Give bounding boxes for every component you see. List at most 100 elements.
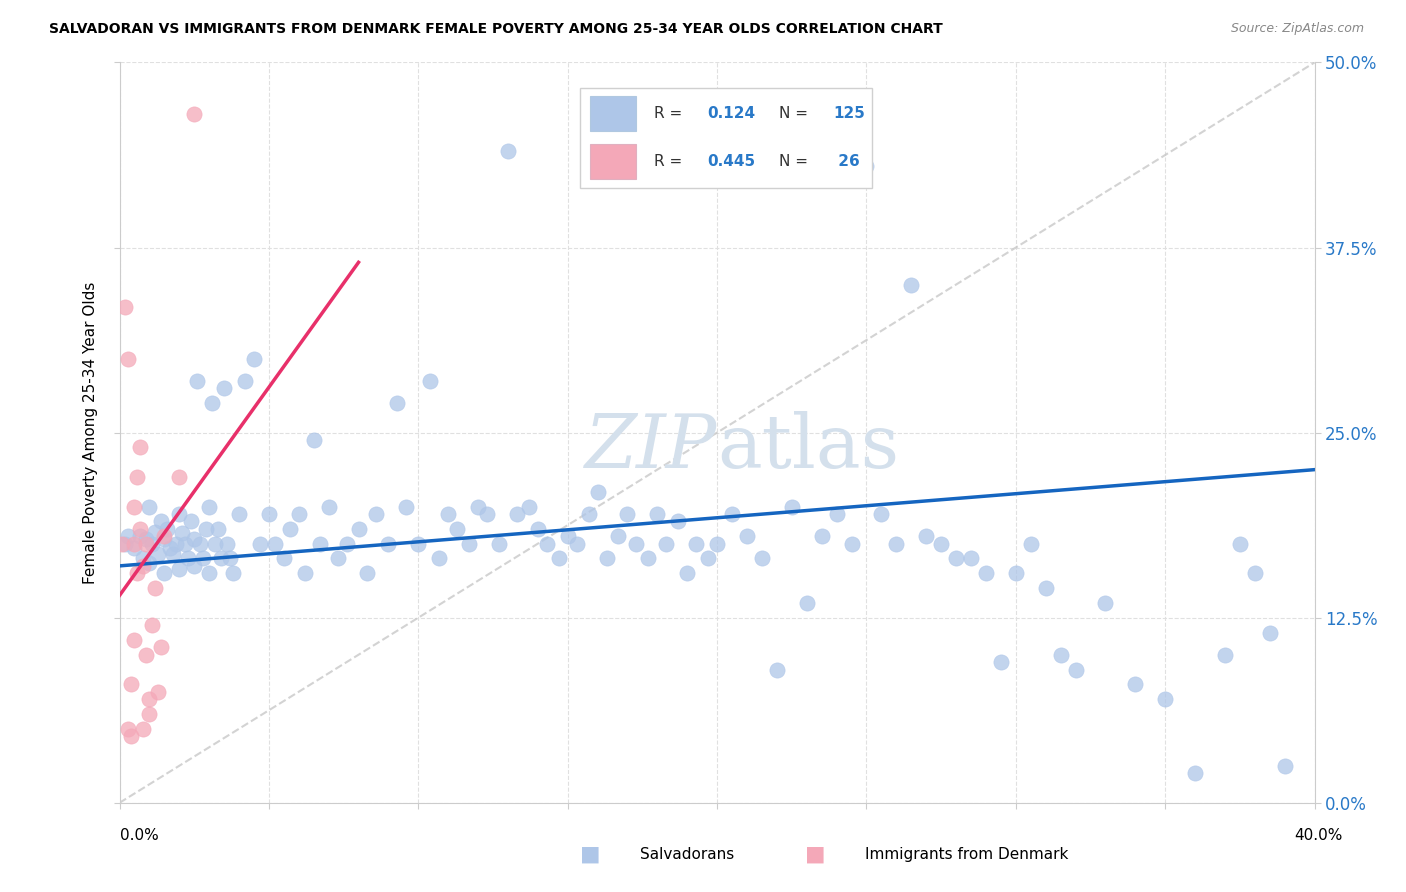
Point [117, 722, 139, 736]
Text: R =: R = [654, 154, 688, 169]
Point [153, 566, 176, 581]
Point [427, 551, 450, 566]
Point [195, 522, 218, 536]
Point [308, 536, 330, 550]
Point [336, 536, 357, 550]
Point [974, 566, 997, 581]
Point [117, 351, 139, 366]
Point [150, 515, 173, 529]
Point [294, 566, 316, 581]
Point [169, 562, 191, 576]
Text: Salvadorans: Salvadorans [640, 847, 734, 862]
Point [228, 507, 250, 521]
Point [141, 618, 163, 632]
Point [198, 566, 221, 581]
Point [129, 441, 152, 455]
Point [132, 558, 155, 573]
Point [145, 581, 166, 595]
Point [647, 507, 669, 521]
Point [177, 551, 200, 566]
Point [527, 522, 550, 536]
Point [536, 536, 558, 550]
Point [915, 529, 938, 543]
Point [111, 536, 134, 550]
Point [183, 558, 205, 573]
Text: 125: 125 [832, 106, 865, 121]
Point [1035, 581, 1057, 595]
Point [117, 529, 139, 543]
Point [198, 500, 221, 514]
Point [257, 507, 280, 521]
Point [1125, 677, 1147, 691]
Text: 0.0%: 0.0% [120, 828, 159, 843]
Point [1019, 536, 1042, 550]
Point [475, 507, 498, 521]
Point [488, 536, 510, 550]
Point [132, 551, 155, 566]
Point [565, 536, 588, 550]
Text: Immigrants from Denmark: Immigrants from Denmark [865, 847, 1069, 862]
Y-axis label: Female Poverty Among 25-34 Year Olds: Female Poverty Among 25-34 Year Olds [83, 282, 98, 583]
Text: 40.0%: 40.0% [1295, 828, 1343, 843]
Point [207, 522, 229, 536]
Point [135, 533, 157, 547]
Point [496, 145, 519, 159]
Point [135, 648, 157, 662]
Point [172, 526, 194, 541]
Point [945, 551, 967, 566]
Point [637, 551, 659, 566]
Text: N =: N = [779, 106, 813, 121]
Point [855, 159, 877, 173]
Point [138, 556, 160, 570]
Point [129, 522, 152, 536]
Point [124, 536, 146, 550]
Point [655, 536, 678, 550]
Point [990, 655, 1012, 669]
Point [1094, 596, 1116, 610]
Point [212, 381, 235, 395]
Point [124, 541, 146, 555]
Point [204, 536, 226, 550]
Point [1154, 692, 1177, 706]
Point [780, 500, 803, 514]
Point [517, 500, 540, 514]
Point [219, 551, 242, 566]
FancyBboxPatch shape [591, 144, 636, 179]
Point [145, 524, 166, 539]
Point [1184, 766, 1206, 780]
Point [191, 551, 215, 566]
Point [697, 551, 720, 566]
Point [209, 551, 232, 566]
Point [1049, 648, 1071, 662]
Text: ZIP: ZIP [585, 411, 717, 483]
Point [841, 536, 863, 550]
Text: 26: 26 [832, 154, 859, 169]
Point [626, 536, 648, 550]
Point [676, 566, 699, 581]
Point [796, 596, 818, 610]
Point [153, 533, 176, 547]
Point [249, 536, 271, 550]
Text: SALVADORAN VS IMMIGRANTS FROM DENMARK FEMALE POVERTY AMONG 25-34 YEAR OLDS CORRE: SALVADORAN VS IMMIGRANTS FROM DENMARK FE… [49, 22, 943, 37]
Point [735, 529, 758, 543]
Point [557, 529, 579, 543]
Point [458, 536, 481, 550]
FancyBboxPatch shape [579, 88, 873, 188]
Text: ▪: ▪ [804, 838, 827, 871]
Text: 0.445: 0.445 [707, 154, 755, 169]
Point [1213, 648, 1236, 662]
Point [825, 507, 848, 521]
Point [366, 507, 388, 521]
Point [138, 706, 160, 721]
Point [183, 533, 205, 547]
Point [174, 536, 197, 550]
Point [595, 551, 617, 566]
Text: N =: N = [779, 154, 813, 169]
FancyBboxPatch shape [591, 95, 636, 131]
Point [183, 107, 205, 121]
Text: 0.124: 0.124 [707, 106, 755, 121]
Point [124, 632, 146, 647]
Point [153, 529, 176, 543]
Point [121, 729, 143, 743]
Point [356, 566, 378, 581]
